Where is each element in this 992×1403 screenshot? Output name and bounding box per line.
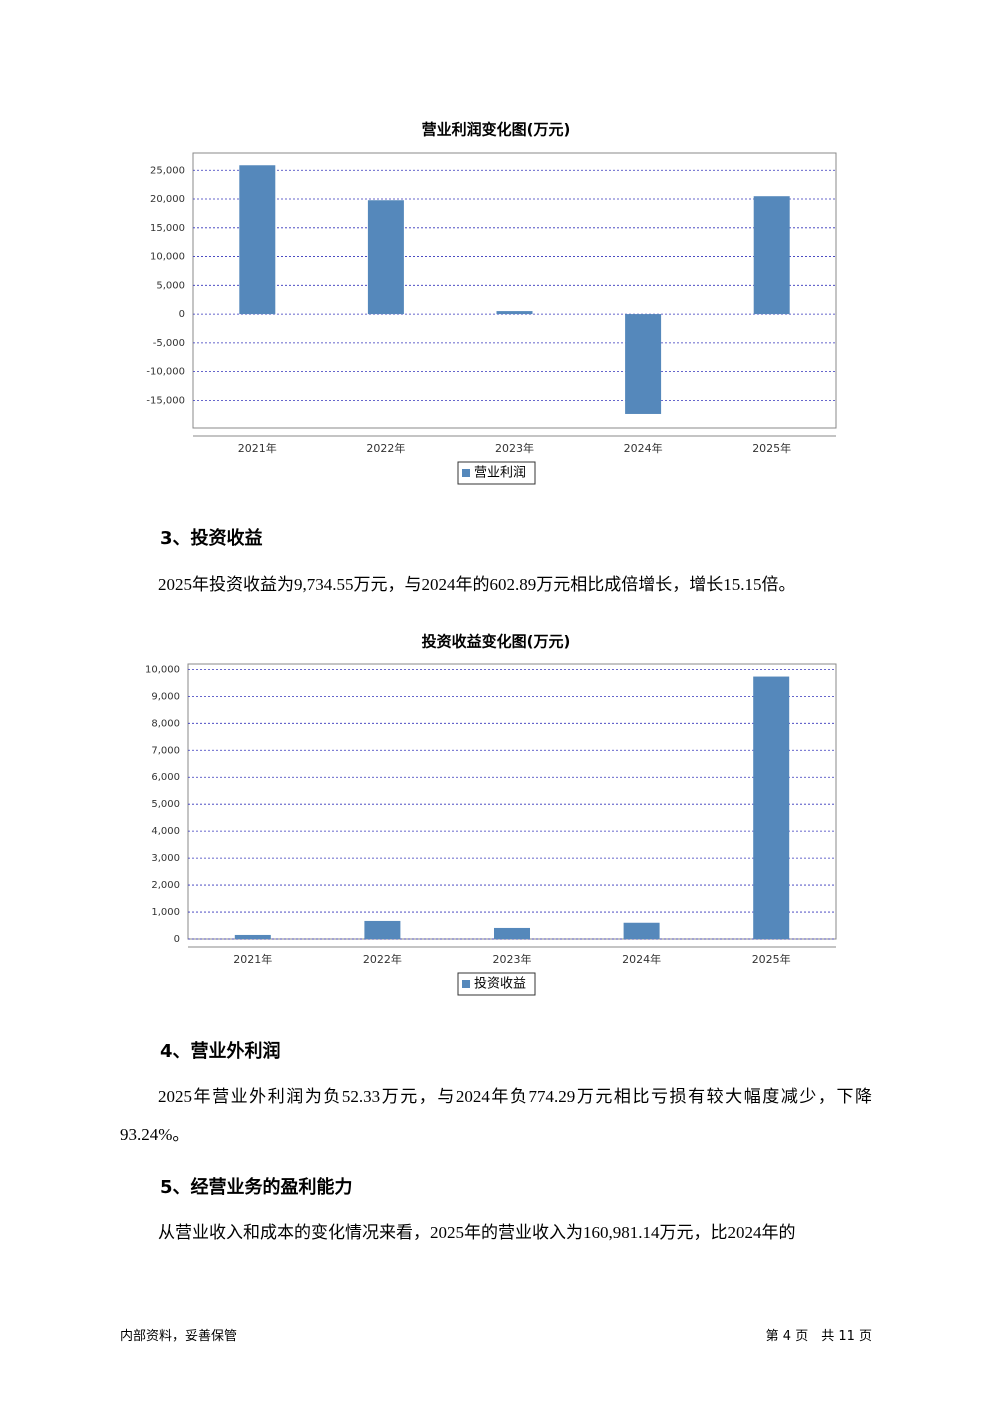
paragraph: 2025年投资收益为9,734.55万元，与2024年的602.89万元相比成倍… xyxy=(158,575,796,594)
x-tick-label: 2025年 xyxy=(752,441,791,455)
heading: 5、经营业务的盈利能力 xyxy=(160,1177,353,1198)
legend-label: 投资收益 xyxy=(474,976,526,992)
x-tick-label: 2022年 xyxy=(366,441,405,455)
footer-left: 内部资料，妥善保管 xyxy=(120,1329,238,1344)
y-tick-label: 7,000 xyxy=(151,745,180,756)
x-tick-label: 2025年 xyxy=(752,952,791,966)
paragraph: 2025年营业外利润为负52.33万元，与2024年负774.29万元相比亏损有… xyxy=(120,1087,872,1144)
bar xyxy=(623,922,660,939)
bar xyxy=(364,920,401,939)
y-tick-label: 6,000 xyxy=(151,772,180,783)
bar xyxy=(367,200,404,315)
y-tick-label: 4,000 xyxy=(151,826,180,837)
y-tick-label: 0 xyxy=(174,934,180,945)
y-tick-label: 15,000 xyxy=(150,223,185,234)
y-tick-label: 5,000 xyxy=(156,280,185,291)
x-tick-label: 2023年 xyxy=(493,952,532,966)
y-tick-label: 8,000 xyxy=(151,718,180,729)
y-tick-label: 5,000 xyxy=(151,799,180,810)
footer-right: 第 4 页 共 11 页 xyxy=(765,1329,872,1344)
legend-label: 营业利润 xyxy=(474,466,526,481)
chart-title: 营业利润变化图(万元) xyxy=(422,121,571,139)
bar xyxy=(234,934,271,939)
bar xyxy=(753,676,790,939)
y-tick-label: 1,000 xyxy=(151,907,180,918)
y-tick-label: -10,000 xyxy=(146,367,185,378)
plot-area xyxy=(192,152,837,429)
y-tick-label: 25,000 xyxy=(150,165,185,176)
x-tick-label: 2024年 xyxy=(622,952,661,966)
bar xyxy=(625,314,662,414)
heading: 4、营业外利润 xyxy=(160,1041,281,1062)
y-tick-label: 2,000 xyxy=(151,880,180,891)
x-tick-label: 2024年 xyxy=(624,441,663,455)
legend-box xyxy=(457,972,536,996)
bar xyxy=(753,196,790,315)
legend-swatch xyxy=(462,980,470,988)
legend-swatch xyxy=(462,469,470,477)
x-tick-label: 2022年 xyxy=(363,952,402,966)
y-tick-label: 10,000 xyxy=(150,252,185,263)
x-tick-label: 2023年 xyxy=(495,441,534,455)
y-tick-label: 0 xyxy=(179,309,185,320)
y-tick-label: 3,000 xyxy=(151,853,180,864)
paragraph: 从营业收入和成本的变化情况来看，2025年的营业收入为160,981.14万元，… xyxy=(158,1223,796,1242)
bar xyxy=(239,165,276,315)
chart-title: 投资收益变化图(万元) xyxy=(422,633,571,651)
bar xyxy=(496,311,533,315)
x-tick-label: 2021年 xyxy=(233,952,272,966)
y-tick-label: 20,000 xyxy=(150,194,185,205)
heading: 3、投资收益 xyxy=(160,528,263,549)
y-tick-label: -15,000 xyxy=(146,395,185,406)
legend-box xyxy=(457,461,536,485)
x-tick-label: 2021年 xyxy=(238,441,277,455)
plot-area xyxy=(187,663,837,940)
y-tick-label: 9,000 xyxy=(151,691,180,702)
y-tick-label: -5,000 xyxy=(153,338,185,349)
bar xyxy=(494,927,530,939)
y-tick-label: 10,000 xyxy=(145,664,180,675)
